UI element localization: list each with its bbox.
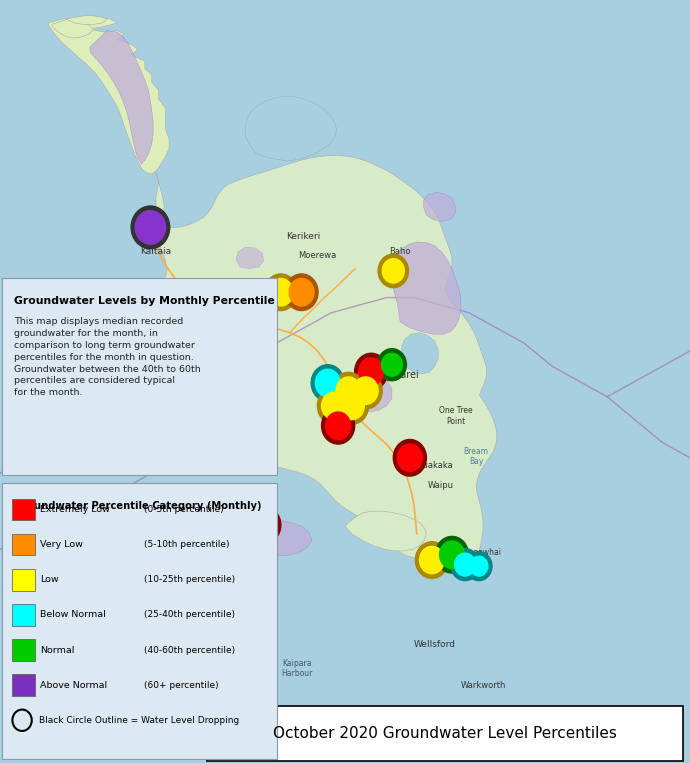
Polygon shape: [345, 511, 426, 551]
Text: Kerikeri: Kerikeri: [286, 232, 321, 241]
Circle shape: [322, 407, 355, 444]
Text: Extremely Low: Extremely Low: [40, 505, 110, 514]
Circle shape: [332, 372, 365, 409]
Text: Whangarei: Whangarei: [367, 370, 420, 381]
Circle shape: [397, 444, 422, 472]
FancyBboxPatch shape: [12, 604, 34, 626]
FancyBboxPatch shape: [12, 534, 34, 555]
Circle shape: [393, 439, 426, 476]
Circle shape: [355, 353, 388, 390]
Text: Moerewa: Moerewa: [298, 251, 337, 260]
Circle shape: [248, 507, 281, 543]
Circle shape: [378, 254, 408, 288]
Circle shape: [420, 546, 444, 574]
Text: Baho: Baho: [389, 247, 411, 256]
Polygon shape: [90, 31, 153, 164]
FancyBboxPatch shape: [2, 483, 277, 759]
Circle shape: [311, 365, 344, 401]
Circle shape: [247, 328, 272, 356]
Text: One Tree
Point: One Tree Point: [439, 406, 472, 426]
FancyBboxPatch shape: [12, 639, 34, 661]
Circle shape: [252, 511, 277, 539]
Circle shape: [382, 259, 404, 283]
FancyBboxPatch shape: [12, 674, 34, 696]
Text: Wellsford: Wellsford: [414, 640, 455, 649]
Text: (25-40th percentile): (25-40th percentile): [144, 610, 235, 620]
Circle shape: [455, 553, 475, 576]
Polygon shape: [155, 156, 497, 574]
Text: October 2020 Groundwater Level Percentiles: October 2020 Groundwater Level Percentil…: [273, 726, 617, 741]
Circle shape: [336, 377, 361, 404]
Polygon shape: [424, 192, 455, 221]
Polygon shape: [236, 247, 264, 269]
Text: (5-10th percentile): (5-10th percentile): [144, 540, 229, 549]
Circle shape: [466, 552, 492, 581]
Circle shape: [359, 358, 384, 385]
Text: Low: Low: [40, 575, 59, 584]
Text: Bream
Bay: Bream Bay: [464, 446, 489, 466]
Text: Normal: Normal: [40, 645, 75, 655]
Text: Below Normal: Below Normal: [40, 610, 106, 620]
Circle shape: [289, 278, 314, 306]
Polygon shape: [339, 372, 392, 412]
Circle shape: [470, 556, 488, 576]
Circle shape: [353, 377, 378, 404]
Text: Above Normal: Above Normal: [40, 681, 107, 690]
Circle shape: [322, 392, 346, 420]
Text: Black Circle Outline = Water Level Dropping: Black Circle Outline = Water Level Dropp…: [39, 716, 239, 725]
Circle shape: [326, 412, 351, 439]
Text: (40-60th percentile): (40-60th percentile): [144, 645, 235, 655]
Polygon shape: [245, 96, 337, 160]
Text: Waipu: Waipu: [427, 481, 453, 490]
Text: Kaitaia: Kaitaia: [140, 247, 172, 256]
Circle shape: [415, 542, 448, 578]
Text: (10-25th percentile): (10-25th percentile): [144, 575, 235, 584]
Text: Groundwater Percentile Category (Monthly): Groundwater Percentile Category (Monthly…: [14, 501, 262, 510]
FancyBboxPatch shape: [12, 569, 34, 591]
Text: This map displays median recorded
groundwater for the month, in
comparison to lo: This map displays median recorded ground…: [14, 317, 201, 398]
Circle shape: [451, 549, 480, 581]
Polygon shape: [247, 520, 312, 555]
Polygon shape: [52, 19, 93, 38]
Text: Kaipara
Harbour: Kaipara Harbour: [281, 658, 313, 678]
Circle shape: [317, 388, 351, 424]
FancyBboxPatch shape: [2, 278, 277, 475]
FancyBboxPatch shape: [207, 706, 683, 761]
Circle shape: [135, 211, 166, 244]
Text: Ruakaka: Ruakaka: [417, 461, 453, 470]
Text: Very Low: Very Low: [40, 540, 83, 549]
Polygon shape: [391, 242, 461, 334]
Text: Dargaville: Dargaville: [191, 488, 237, 497]
Circle shape: [285, 274, 318, 311]
Circle shape: [264, 274, 297, 311]
Circle shape: [243, 324, 276, 360]
Circle shape: [315, 369, 340, 397]
Polygon shape: [66, 15, 107, 24]
FancyBboxPatch shape: [12, 499, 34, 520]
Text: (60+ percentile): (60+ percentile): [144, 681, 218, 690]
Circle shape: [440, 541, 464, 568]
Text: Kaihoe: Kaihoe: [226, 341, 257, 350]
Circle shape: [377, 349, 406, 381]
Circle shape: [349, 372, 382, 409]
Circle shape: [435, 536, 469, 573]
Circle shape: [382, 353, 402, 376]
Polygon shape: [402, 333, 438, 374]
Text: Warkworth: Warkworth: [460, 681, 506, 690]
Text: Groundwater Levels by Monthly Percentile: Groundwater Levels by Monthly Percentile: [14, 296, 275, 306]
Circle shape: [131, 206, 170, 249]
Circle shape: [339, 392, 364, 420]
Text: Mangawhai: Mangawhai: [457, 548, 502, 557]
Circle shape: [335, 388, 368, 424]
Text: (0-5th percentile): (0-5th percentile): [144, 505, 224, 514]
Circle shape: [268, 278, 293, 306]
Polygon shape: [48, 17, 169, 174]
